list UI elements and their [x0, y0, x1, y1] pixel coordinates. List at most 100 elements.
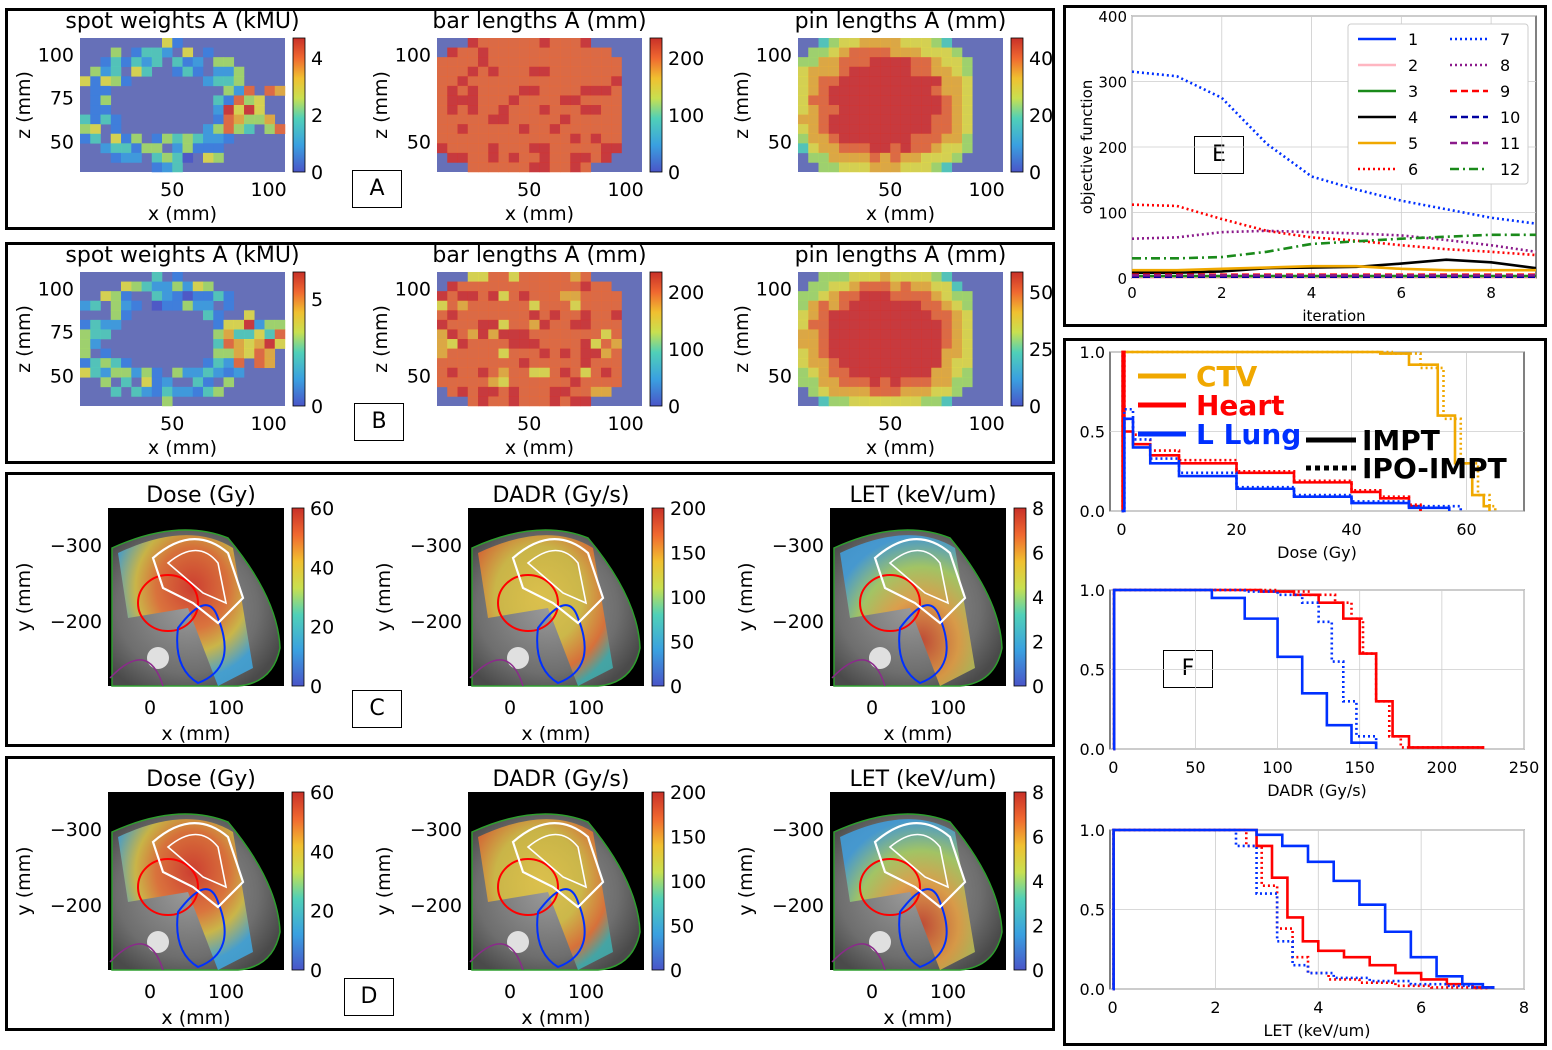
- heatmap-cell: [233, 105, 245, 115]
- x-axis-label: x (mm): [148, 203, 217, 225]
- heatmap-cell: [570, 162, 581, 173]
- heatmap-cell: [508, 300, 520, 311]
- heatmap-cell: [478, 124, 489, 135]
- heatmap-cell: [539, 348, 551, 359]
- heatmap-cell: [223, 367, 235, 378]
- heatmap-cell: [264, 348, 276, 359]
- heatmap-cell: [910, 124, 922, 135]
- colorbar: [649, 37, 663, 173]
- heatmap-cell: [478, 85, 489, 96]
- heatmap-cell: [478, 386, 489, 397]
- heatmap-cell: [601, 114, 612, 125]
- heatmap-cell: [580, 133, 592, 144]
- ctv-contour-outer: [511, 822, 605, 909]
- heatmap-cell: [921, 377, 932, 388]
- heatmap-cell: [203, 386, 214, 397]
- series-line-5: [1132, 264, 1536, 272]
- heatmap-cell: [890, 76, 901, 87]
- heatmap-cell: [508, 310, 520, 321]
- heatmap-cell: [828, 339, 840, 349]
- heatmap-cell: [890, 339, 901, 349]
- heatmap-cell: [560, 76, 571, 87]
- heatmap-cell: [172, 272, 183, 282]
- heatmap-cell: [478, 38, 489, 48]
- heatmap-cell: [880, 300, 891, 311]
- heatmap-cell: [131, 133, 142, 144]
- y-tick-label: −300: [772, 819, 824, 841]
- heatmap-cell: [808, 300, 819, 311]
- heatmap-cell: [539, 143, 551, 154]
- heatmap-cell: [182, 291, 194, 302]
- heatmap-cell: [921, 57, 932, 68]
- heatmap-cell: [560, 57, 571, 68]
- heatmap-cell: [519, 396, 530, 407]
- heatmap-cell: [162, 152, 173, 163]
- heatmap-cell: [869, 162, 881, 173]
- heatmap-cell: [951, 95, 963, 106]
- heatmap-cell: [859, 367, 871, 378]
- lung-contour: [176, 604, 226, 685]
- heatmap-cell: [488, 152, 499, 163]
- heatmap-cell: [921, 143, 932, 154]
- heatmap-cell: [274, 85, 286, 96]
- heatmap-cell: [849, 281, 860, 292]
- heatmap-cell: [601, 152, 612, 163]
- heatmap-cell: [539, 76, 551, 87]
- heatmap-cell: [931, 396, 942, 407]
- heatmap-cell: [457, 143, 469, 154]
- heatmap-cell: [508, 291, 520, 302]
- heatmap-cell: [90, 85, 101, 96]
- heatmap-cell: [162, 47, 173, 58]
- x-axis-label: Dose (Gy): [1277, 543, 1357, 562]
- heatmap-cell: [590, 66, 602, 77]
- heatmap-cell: [498, 358, 510, 369]
- heatmap-cell: [859, 386, 871, 397]
- heatmap-cell: [467, 114, 479, 125]
- legend-label: 1: [1408, 30, 1418, 49]
- heatmap-cell: [921, 47, 932, 58]
- heatmap-cell: [213, 291, 224, 302]
- heatmap-cell: [880, 377, 891, 388]
- heatmap-cell: [110, 367, 122, 378]
- heatmap-cell: [447, 319, 458, 330]
- series-line-6: [1131, 203, 1537, 257]
- heatmap-cell: [192, 143, 204, 154]
- heatmap-cell: [869, 95, 881, 106]
- heatmap-cell: [213, 76, 224, 87]
- heatmap-cell: [601, 47, 612, 58]
- heatmap-cell: [880, 105, 891, 115]
- heatmap-cell: [951, 143, 963, 154]
- heatmap-cell: [570, 348, 581, 359]
- heatmap-cell: [601, 76, 612, 87]
- ctv-contour-inner: [166, 833, 228, 889]
- heatmap-cell: [437, 133, 448, 144]
- heatmap-cell: [859, 329, 871, 340]
- heatmap-cell: [172, 162, 183, 173]
- heatmap-cell: [941, 114, 953, 125]
- heatmap-cell: [539, 114, 551, 125]
- panel-d-box: [5, 756, 1055, 1031]
- heatmap-cell: [498, 85, 510, 96]
- heatmap-cell: [601, 57, 612, 68]
- heatmap-cell: [223, 329, 235, 340]
- heatmap-cell: [467, 396, 479, 407]
- heatmap-cell: [590, 310, 602, 321]
- colorbar-tick-label: 6: [1032, 543, 1044, 565]
- heatmap-cell: [828, 162, 840, 173]
- heatmap-cell: [131, 281, 142, 292]
- dosemap-c-let: LET (keV/um) 0 100 x (mm) −300 −200 y (mm) 8 6 4 2…: [735, 483, 1044, 745]
- heatmap-cell: [590, 319, 602, 330]
- heatmap-cell: [828, 386, 840, 397]
- heatmap-cell: [910, 319, 922, 330]
- heatmap-cell: [447, 339, 458, 349]
- heatmap-cell: [498, 47, 510, 58]
- x-tick-label: 250: [1509, 758, 1540, 777]
- heatmap-cell: [519, 57, 530, 68]
- y-tick-label: 0.5: [1080, 423, 1105, 442]
- x-axis-label: x (mm): [866, 437, 935, 459]
- heatmap-cell: [274, 124, 286, 135]
- heatmap-cell: [131, 300, 142, 311]
- heatmap-cell: [203, 47, 214, 58]
- colorbar-tick-label: 60: [310, 782, 334, 804]
- heatmap-cell: [570, 386, 581, 397]
